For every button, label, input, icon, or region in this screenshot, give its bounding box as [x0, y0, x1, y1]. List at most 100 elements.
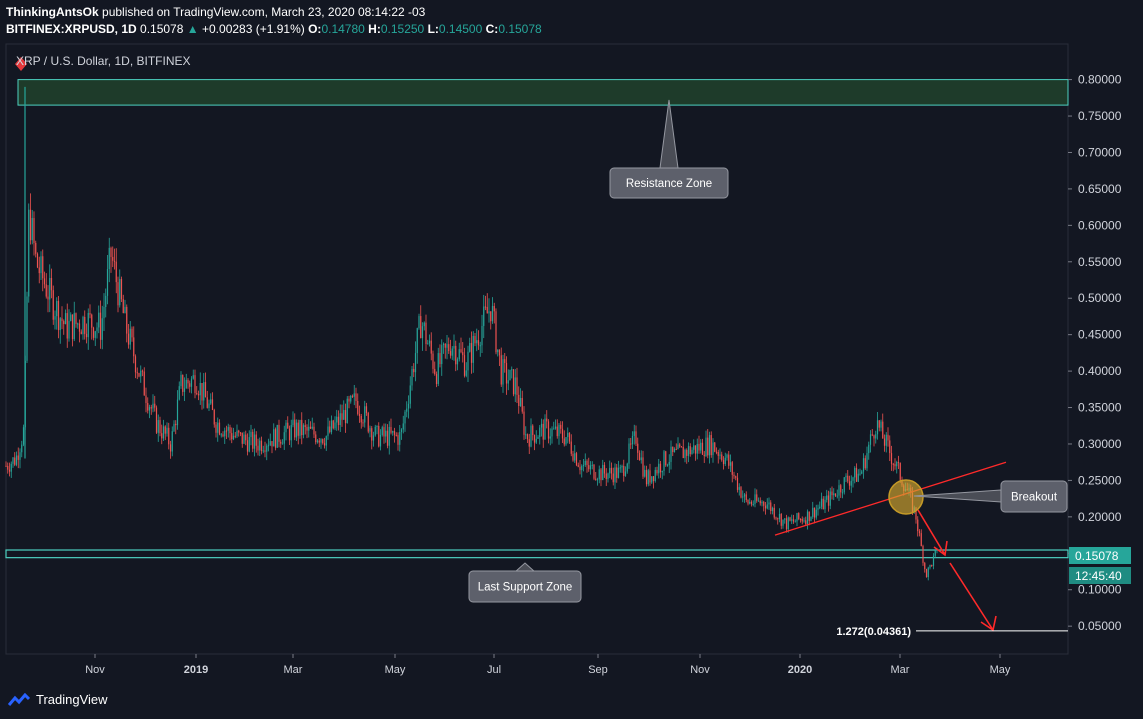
candle-body: [189, 383, 191, 387]
candle-body: [761, 501, 763, 504]
candle-body: [392, 430, 394, 433]
candle-body: [726, 454, 728, 458]
candle-body: [542, 423, 544, 440]
tradingview-branding[interactable]: TradingView: [8, 692, 108, 707]
candle-body: [148, 407, 151, 411]
candle-body: [26, 296, 28, 361]
candle-body: [140, 370, 142, 377]
x-tick-label: May: [990, 664, 1011, 676]
candle-body: [735, 476, 737, 478]
candle-body: [294, 419, 296, 438]
last-price-tag: [1069, 547, 1131, 564]
x-tick-label: Mar: [891, 664, 910, 676]
candle-body: [421, 326, 424, 339]
y-tick-label: 0.10000: [1078, 583, 1122, 597]
arrow-down-2: [949, 562, 994, 631]
candle-body: [799, 518, 802, 520]
candle-body: [752, 503, 754, 505]
candle-body: [717, 452, 719, 456]
candle-body: [259, 440, 261, 451]
candle-body: [266, 445, 268, 452]
countdown-tag: [1069, 567, 1131, 584]
candle-body: [281, 443, 284, 445]
candle-body: [738, 487, 740, 490]
candle-body: [558, 424, 560, 437]
candle-body: [481, 325, 483, 346]
candle-body: [483, 306, 485, 326]
candle-body: [343, 410, 345, 420]
candle-body: [325, 436, 327, 446]
candle-body: [91, 314, 93, 328]
candle-body: [430, 340, 432, 354]
candle-body: [14, 457, 16, 465]
candle-body: [854, 467, 856, 478]
candle-body: [843, 477, 845, 493]
candle-body: [224, 430, 226, 437]
candle-body: [432, 353, 434, 369]
candle-body: [89, 313, 91, 315]
candle-body: [101, 318, 103, 340]
candle-body: [831, 491, 833, 496]
candle-body: [295, 422, 298, 438]
candle-body: [434, 368, 436, 375]
candle-body: [889, 440, 891, 454]
candle-body: [621, 466, 623, 468]
candle-body: [696, 443, 698, 454]
candle-body: [78, 323, 81, 332]
candle-body: [708, 435, 711, 456]
candle-body: [166, 427, 168, 434]
candle-body: [742, 496, 744, 498]
candle-body: [736, 477, 739, 490]
candle-body: [229, 427, 231, 434]
candle-body: [796, 513, 798, 522]
candle-body: [68, 320, 70, 339]
candle-body: [113, 260, 116, 262]
candle-body: [724, 457, 726, 465]
candle-body: [768, 502, 770, 505]
candle-body: [777, 518, 779, 520]
candle-body: [28, 209, 30, 297]
candle-body: [654, 469, 656, 482]
author-name[interactable]: ThinkingAntsOk: [6, 5, 99, 19]
candle-body: [715, 451, 718, 453]
candle-body: [238, 430, 240, 433]
candle-body: [873, 435, 875, 439]
candle-body: [691, 449, 693, 455]
chart-grid: [5, 43, 1069, 655]
low-value: 0.14500: [438, 22, 483, 36]
candle-body: [442, 343, 445, 346]
y-tick-label: 0.80000: [1078, 73, 1122, 87]
high-value: 0.15250: [380, 22, 425, 36]
candle-body: [598, 469, 600, 480]
candle-body: [182, 374, 184, 392]
candle-body: [533, 435, 536, 443]
countdown-label: 12:45:40: [1075, 569, 1122, 583]
candle-body: [628, 443, 630, 464]
candle-body: [866, 453, 868, 469]
resistance-callout-label: Resistance Zone: [626, 178, 712, 190]
candle-body: [763, 501, 765, 506]
y-tick-label: 0.20000: [1078, 510, 1122, 524]
candle-body: [63, 321, 65, 325]
candle-body: [299, 419, 301, 436]
candle-body: [591, 464, 593, 466]
last-price-label: 0.15078: [1075, 549, 1119, 563]
candle-body: [126, 306, 128, 334]
candle-body: [12, 457, 14, 464]
candle-body: [857, 473, 859, 482]
candle-body: [484, 306, 487, 308]
candle-body: [138, 373, 140, 377]
candle-body: [808, 511, 810, 521]
y-tick-label: 0.05000: [1078, 619, 1122, 633]
y-tick-label: 0.45000: [1078, 328, 1122, 342]
candle-body: [700, 442, 702, 451]
candle-body: [206, 397, 208, 408]
candle-body: [563, 438, 565, 445]
candle-body: [556, 426, 558, 437]
candle-body: [50, 277, 53, 291]
candle-body: [929, 564, 931, 568]
candle-body: [568, 432, 571, 442]
candle-body: [350, 395, 352, 402]
candle-body: [227, 427, 229, 431]
